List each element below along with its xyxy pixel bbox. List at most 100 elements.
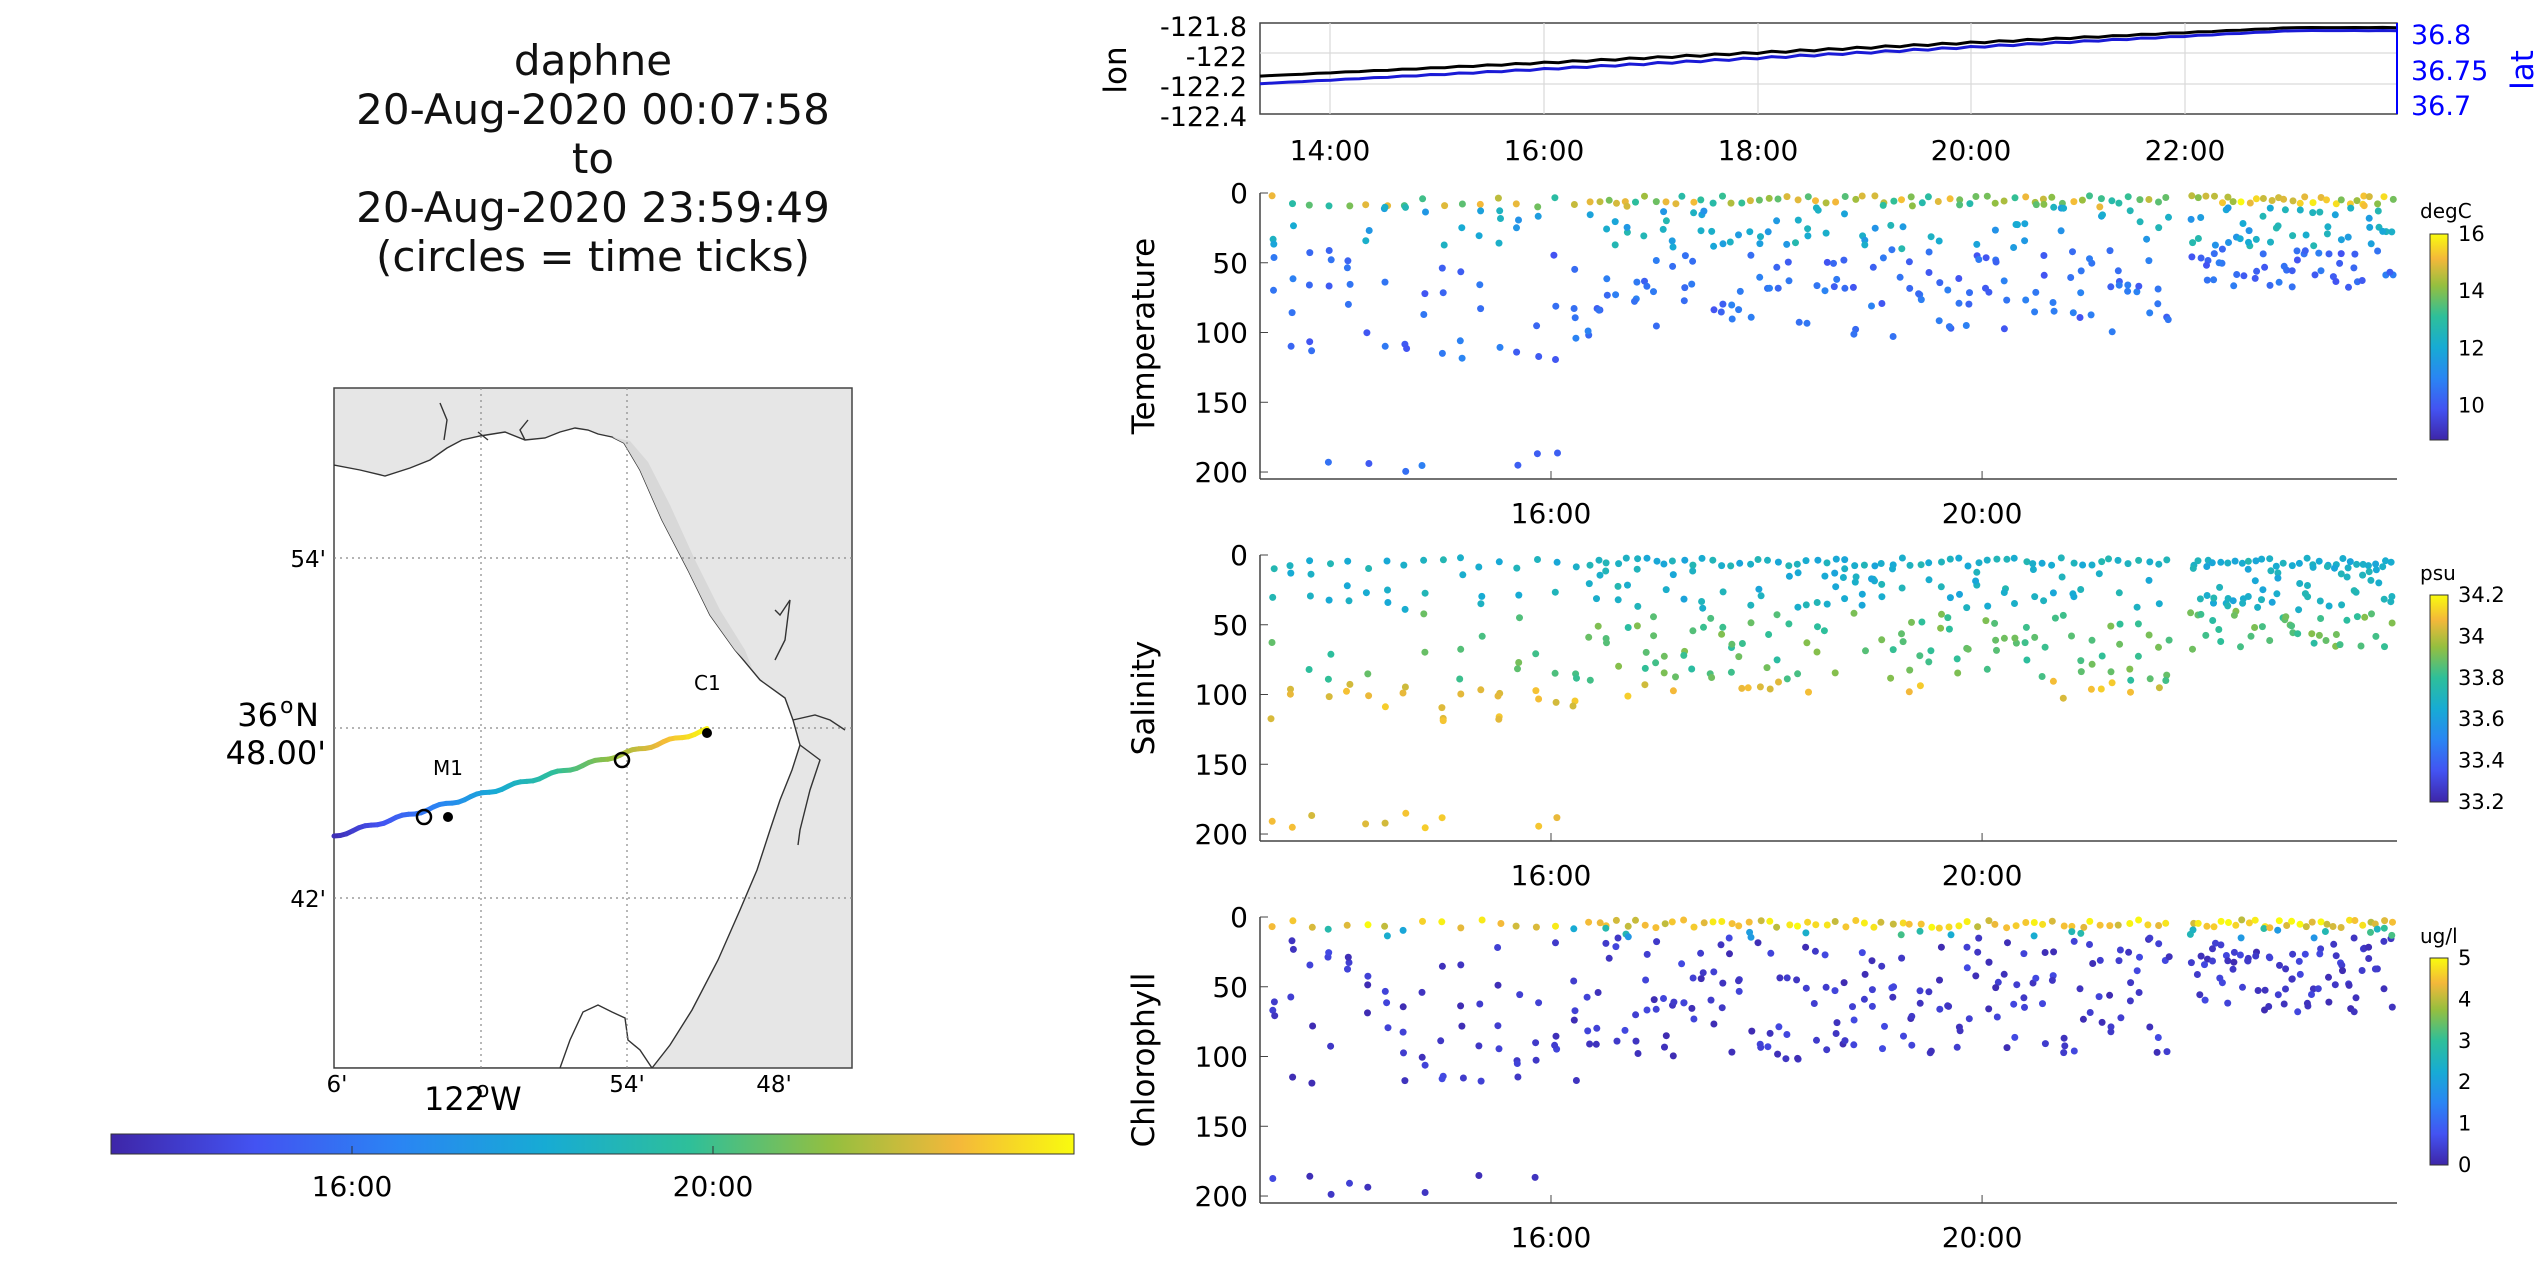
data-point [1878, 300, 1886, 307]
data-point [2210, 923, 2218, 931]
data-point [1812, 921, 1820, 929]
data-point [2245, 238, 2252, 246]
data-point [1947, 931, 1955, 939]
data-point [1916, 652, 1924, 660]
data-point [2194, 919, 2202, 927]
data-point [1584, 1027, 1592, 1035]
data-point [1400, 561, 1408, 569]
data-point [2003, 555, 2011, 563]
data-point [1916, 999, 1924, 1007]
y-axis-label: Salinity [1126, 641, 1162, 756]
data-point [1344, 557, 1352, 565]
data-point [2231, 557, 2239, 565]
data-point [1569, 702, 1577, 710]
x-tick-label: 20:00 [1942, 497, 2023, 530]
data-point [2211, 192, 2218, 200]
data-point [2133, 603, 2141, 611]
data-point [1634, 1050, 1642, 1057]
data-point [1878, 636, 1886, 644]
map-lon-tick-48: 48' [756, 1072, 792, 1098]
data-point [1972, 972, 1980, 980]
data-point [1899, 638, 1907, 646]
data-point [1288, 309, 1296, 317]
data-point [2373, 925, 2381, 933]
data-point [2146, 558, 2154, 566]
data-point [2289, 197, 2297, 205]
data-point [1399, 689, 1407, 697]
data-point [2203, 261, 2210, 269]
data-point [1728, 301, 1736, 309]
time-colorbar: 16:00 20:00 [110, 1133, 1075, 1203]
colorbar-tick: 5 [2458, 946, 2471, 970]
data-point [1973, 568, 1981, 576]
data-point [1871, 224, 1879, 232]
data-point [2346, 916, 2353, 924]
data-point [2351, 917, 2359, 924]
data-point [2146, 934, 2154, 942]
data-point [2203, 592, 2211, 599]
data-point [2387, 558, 2395, 566]
data-point [2238, 559, 2246, 567]
data-point [1984, 602, 1992, 610]
data-point [1305, 666, 1313, 673]
data-point [1399, 926, 1407, 934]
data-point [1585, 580, 1593, 588]
data-point [2012, 221, 2020, 228]
data-point [2039, 195, 2047, 203]
data-point [1955, 299, 1963, 307]
svg-text:W: W [490, 1080, 522, 1118]
data-point [1858, 590, 1866, 598]
data-point [1306, 338, 1314, 346]
colorbar-tick: 34 [2458, 624, 2485, 648]
data-point [1381, 703, 1389, 711]
data-point [1905, 920, 1913, 928]
data-point [2203, 563, 2211, 570]
data-point [1757, 1043, 1765, 1051]
data-point [1794, 216, 1802, 224]
data-point [1830, 283, 1838, 291]
data-point [2165, 213, 2172, 221]
data-point [1634, 555, 1642, 563]
data-point [1475, 563, 1483, 571]
data-point [1270, 565, 1278, 573]
data-point [1269, 1006, 1277, 1014]
data-point [2266, 281, 2274, 289]
data-point [1898, 245, 1906, 253]
data-point [1963, 604, 1971, 612]
data-point [1456, 337, 1464, 345]
data-point [1774, 284, 1782, 292]
data-point [2125, 948, 2133, 956]
data-point [1850, 330, 1858, 338]
data-point [2098, 558, 2106, 566]
data-point [1956, 590, 1963, 598]
data-point [1660, 208, 1668, 216]
data-point [1325, 949, 1333, 957]
data-point [1633, 565, 1641, 573]
data-point [1614, 582, 1622, 590]
data-point [1346, 280, 1354, 288]
data-point [2345, 981, 2353, 989]
data-point [1586, 211, 1594, 219]
data-point [2317, 267, 2325, 275]
data-point [1478, 916, 1486, 924]
data-point [1925, 658, 1933, 666]
data-point [2217, 941, 2225, 949]
data-point [1343, 921, 1351, 929]
data-point [2194, 557, 2202, 565]
data-point [1871, 192, 1879, 200]
data-point [2344, 233, 2352, 241]
data-point [2124, 193, 2132, 201]
data-point [1418, 988, 1426, 996]
scatter-points [1267, 554, 2396, 832]
data-point [1917, 561, 1925, 569]
data-point [1889, 565, 1896, 573]
data-point [1652, 924, 1660, 932]
data-point [1991, 619, 1999, 627]
data-point [2380, 985, 2388, 993]
data-point [1757, 233, 1764, 241]
data-point [2135, 916, 2143, 924]
data-point [1735, 231, 1742, 239]
data-point [1306, 1172, 1314, 1180]
data-point [2372, 632, 2380, 640]
data-point [2127, 676, 2135, 684]
